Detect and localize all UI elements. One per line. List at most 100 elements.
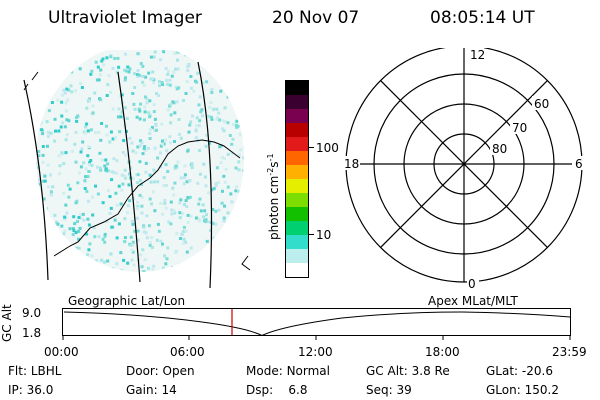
uv-speckle	[84, 125, 88, 129]
uv-speckle	[234, 123, 238, 127]
uv-speckle	[63, 125, 67, 129]
uv-speckle	[201, 249, 205, 252]
uv-speckle	[169, 141, 173, 145]
uv-speckle	[170, 74, 174, 78]
uv-speckle	[51, 185, 55, 189]
uv-speckle	[48, 60, 52, 64]
uv-speckle	[47, 229, 51, 232]
uv-speckle	[186, 196, 190, 199]
uv-speckle	[161, 212, 164, 216]
uv-speckle	[244, 148, 247, 151]
uv-speckle	[228, 134, 232, 137]
uv-speckle	[43, 179, 47, 183]
uv-speckle	[105, 124, 108, 128]
uv-speckle	[162, 184, 166, 188]
uv-speckle	[234, 257, 238, 261]
uv-speckle	[60, 237, 64, 241]
uv-speckle	[108, 211, 112, 215]
uv-speckle	[145, 97, 149, 101]
uv-speckle	[167, 220, 171, 224]
status-glat: GLat: -20.6	[486, 364, 553, 378]
uv-speckle	[43, 262, 47, 266]
uv-speckle	[184, 229, 188, 233]
uv-speckle	[62, 191, 66, 195]
coastline-fragment	[23, 71, 39, 91]
uv-speckle	[121, 150, 125, 154]
uv-speckle	[120, 188, 124, 192]
uv-speckle	[96, 165, 99, 169]
uv-speckle	[136, 75, 140, 78]
uv-speckle	[98, 151, 102, 155]
uv-speckle	[83, 278, 86, 281]
uv-speckle	[64, 52, 68, 56]
uv-speckle	[111, 67, 115, 70]
uv-speckle	[82, 161, 86, 165]
uv-speckle	[92, 270, 95, 272]
uv-speckle	[42, 179, 46, 183]
uv-speckle	[100, 158, 104, 162]
uv-speckle	[226, 234, 230, 238]
uv-speckle	[243, 52, 244, 56]
uv-speckle	[64, 101, 68, 105]
uv-speckle	[162, 176, 166, 180]
uv-speckle	[143, 110, 147, 114]
uv-speckle	[201, 203, 205, 207]
uv-speckle	[66, 258, 70, 262]
uv-speckle	[152, 81, 156, 85]
uv-speckle	[141, 248, 145, 252]
uv-speckle	[169, 200, 173, 204]
uv-speckle	[222, 56, 226, 60]
uv-speckle	[186, 69, 190, 73]
uv-speckle	[73, 61, 76, 65]
mlt-label-12: 12	[470, 48, 485, 62]
uv-speckle	[85, 232, 89, 236]
uv-speckle	[39, 93, 43, 97]
uv-speckle	[214, 254, 218, 258]
uv-speckle	[121, 182, 125, 186]
uv-speckle	[231, 122, 235, 126]
uv-speckle	[219, 239, 223, 243]
uv-speckle	[140, 265, 144, 269]
uv-speckle	[148, 241, 152, 245]
uv-speckle	[182, 99, 185, 102]
uv-speckle	[171, 266, 175, 269]
uv-speckle	[144, 231, 148, 235]
uv-speckle	[46, 163, 50, 167]
y-tick-9: 9.0	[22, 306, 42, 320]
uv-speckle	[230, 247, 234, 251]
x-tick-0000: 00:00	[44, 345, 79, 359]
uv-speckle	[160, 122, 164, 126]
uv-speckle	[69, 84, 73, 88]
uv-speckle	[230, 64, 234, 68]
uv-speckle	[70, 70, 74, 74]
uv-speckle	[210, 88, 214, 92]
uv-speckle	[136, 200, 140, 204]
uv-speckle	[198, 149, 201, 152]
uv-speckle	[143, 258, 147, 262]
uv-speckle	[130, 258, 134, 262]
uv-speckle	[139, 139, 143, 143]
uv-speckle	[195, 124, 199, 128]
uv-speckle	[179, 237, 182, 240]
uv-speckle	[171, 100, 175, 104]
colorbar-band	[286, 193, 308, 207]
uv-speckle	[197, 202, 201, 206]
uv-speckle	[230, 274, 233, 277]
uv-speckle	[100, 258, 104, 262]
uv-speckle	[68, 187, 72, 191]
uv-speckle	[201, 114, 204, 118]
uv-speckle	[205, 213, 208, 217]
uv-speckle	[212, 187, 216, 191]
uv-speckle	[72, 277, 75, 280]
uv-speckle	[61, 260, 65, 264]
uv-speckle	[64, 151, 68, 155]
uv-speckle	[107, 169, 110, 173]
uv-speckle	[38, 128, 42, 132]
uv-speckle	[81, 212, 85, 216]
uv-speckle	[172, 273, 175, 276]
uv-speckle	[124, 176, 127, 180]
uv-speckle	[73, 222, 77, 226]
uv-speckle	[240, 115, 244, 119]
uv-speckle	[54, 78, 58, 82]
uv-speckle	[198, 219, 202, 223]
